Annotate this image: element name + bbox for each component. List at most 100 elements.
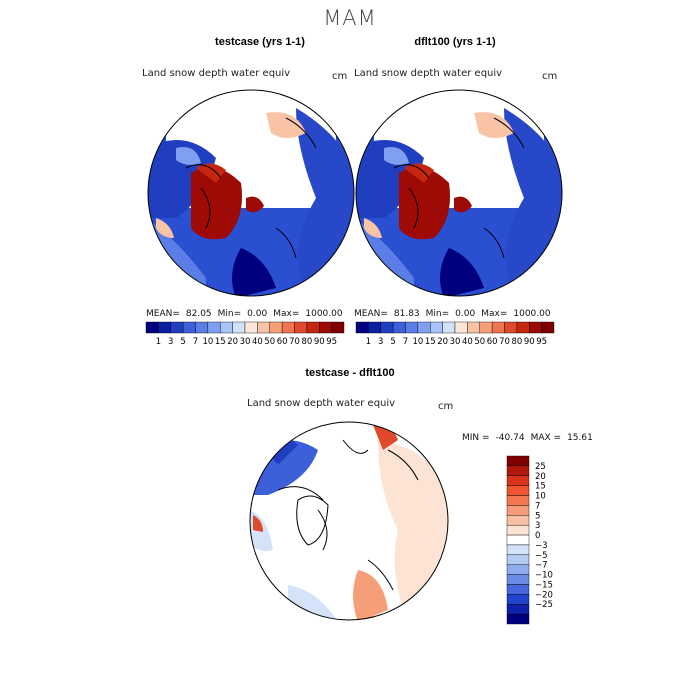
colorbar-tick-label: 10 (535, 492, 546, 502)
map-region (404, 163, 434, 183)
colorbar-segment (467, 321, 480, 334)
colorbar-segment (294, 321, 308, 334)
colorbar-tick-label: 0 (535, 531, 540, 541)
colorbar-tick-label: 30 (450, 337, 461, 347)
colorbar-segment (319, 321, 332, 334)
colorbar-segment (368, 321, 381, 334)
colorbar-tick-label: 5 (390, 337, 395, 347)
colorbar-tick-label: 15 (425, 337, 436, 347)
variable-label-difference: Land snow depth water equiv (247, 398, 396, 409)
map-border (355, 89, 563, 297)
colorbar-tick-label: 90 (524, 337, 535, 347)
colorbar-tick-label: 50 (474, 337, 485, 347)
colorbar-tick-label: 70 (499, 337, 510, 347)
colorbar-segment (158, 321, 171, 334)
colorbar-tick-label: 20 (437, 337, 448, 347)
colorbar-tick-label: −5 (535, 551, 548, 561)
map-border (147, 89, 355, 297)
colorbar-tick-label: 95 (326, 337, 337, 347)
colorbar-segment (506, 524, 530, 536)
map-region (176, 147, 201, 165)
panel-title-dflt100: dflt100 (yrs 1-1) (414, 36, 496, 48)
map-region (253, 515, 263, 532)
colorbar-segment (506, 584, 530, 595)
colorbar-tick-label: 7 (535, 501, 540, 511)
panel-title-testcase: testcase (yrs 1-1) (215, 36, 305, 48)
season-title: MAM (323, 6, 377, 30)
map-region (156, 218, 174, 238)
units-label-difference: cm (438, 401, 454, 412)
colorbar-segment (506, 485, 530, 496)
colorbar-tick-label: 80 (301, 337, 312, 347)
colorbar-tick-label: 70 (289, 337, 300, 347)
coastline (185, 117, 317, 259)
colorbar-tick-label: 3 (168, 337, 173, 347)
stats-dflt100: MEAN= 81.83 Min= 0.00 Max= 1000.00 (354, 309, 551, 319)
colorbar-segment (430, 321, 443, 334)
map-region (246, 196, 264, 213)
colorbar-segment (257, 321, 270, 334)
colorbar-segment (454, 321, 468, 334)
colorbar-segment (506, 554, 530, 565)
map-region (474, 112, 514, 138)
stats-difference: MIN = -40.74 MAX = 15.61 (462, 433, 593, 443)
colorbar-segment (195, 321, 209, 334)
colorbar-segment (331, 321, 345, 334)
polar-map-testcase (147, 89, 355, 297)
colorbar-segment (506, 604, 530, 615)
colorbar-tick-label: 3 (535, 521, 540, 531)
colorbar-tick-label: −15 (535, 580, 553, 590)
colorbar-segment (491, 321, 505, 334)
map-region (196, 163, 226, 183)
colorbar-segment (479, 321, 493, 334)
colorbar-segment (392, 321, 406, 334)
variable-label-testcase: Land snow depth water equiv (142, 68, 291, 79)
colorbar-tick-label: 60 (277, 337, 288, 347)
colorbar-tick-label: 60 (487, 337, 498, 347)
colorbar-segment (170, 321, 184, 334)
colorbar-tick-label: 90 (314, 337, 325, 347)
colorbar-dflt100: 1 3 5 7 10 15 20 30 40 50 60 70 80 90 95 (355, 321, 555, 347)
colorbar-segment (281, 321, 295, 334)
map-region (384, 147, 409, 165)
colorbar-tick-label: 15 (215, 337, 226, 347)
colorbar-segment (145, 321, 159, 334)
colorbar-tick-label: 3 (378, 337, 383, 347)
colorbar-tick-label: −10 (535, 571, 553, 581)
stats-testcase: MEAN= 82.05 Min= 0.00 Max= 1000.00 (146, 309, 343, 319)
colorbar-tick-label: 1 (156, 337, 161, 347)
colorbar-tick-label: 5 (180, 337, 185, 347)
map-region (364, 218, 382, 238)
colorbar-tick-label: 20 (535, 472, 546, 482)
polar-map-difference (249, 421, 449, 621)
colorbar-segment (380, 321, 394, 334)
colorbar-tick-label: −7 (535, 561, 548, 571)
colorbar-segment (506, 613, 530, 625)
colorbar-segment (244, 321, 258, 334)
colorbar-tick-label: −3 (535, 541, 548, 551)
colorbar-segment (220, 321, 233, 334)
colorbar-segment (506, 475, 530, 486)
panel-title-difference: testcase - dflt100 (305, 367, 395, 379)
colorbar-segment (506, 574, 530, 585)
colorbar-segment (306, 321, 320, 334)
colorbar-tick-label: 7 (403, 337, 408, 347)
colorbar-segment (207, 321, 221, 334)
colorbar-segment (182, 321, 196, 334)
colorbar-segment (442, 321, 456, 334)
colorbar-segment (506, 515, 530, 526)
units-label-dflt100: cm (542, 71, 558, 82)
map-greenland (191, 167, 242, 240)
colorbar-segment (506, 564, 530, 575)
colorbar-segment (516, 321, 530, 334)
colorbar-segment (506, 455, 530, 467)
colorbar-segment (405, 321, 419, 334)
colorbar-tick-label: 1 (366, 337, 371, 347)
map-region (454, 196, 472, 213)
colorbar-tick-label: 50 (264, 337, 275, 347)
colorbar-segment (529, 321, 542, 334)
polar-map-dflt100 (355, 89, 563, 297)
colorbar-tick-label: 10 (202, 337, 213, 347)
coastline (393, 117, 525, 259)
